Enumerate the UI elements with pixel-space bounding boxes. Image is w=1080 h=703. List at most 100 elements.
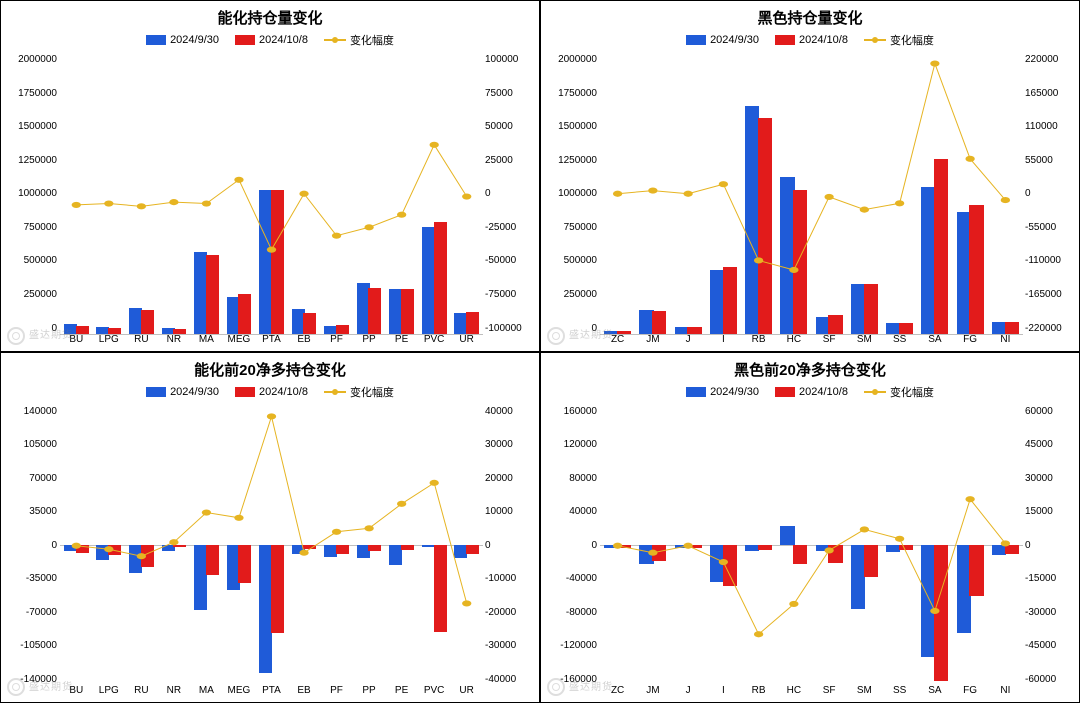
category (353, 54, 386, 334)
y2-tick: 0 (1025, 188, 1071, 199)
y2-tick: -30000 (1025, 607, 1071, 618)
bar (934, 159, 948, 334)
category (158, 406, 191, 686)
y2-tick: -40000 (485, 674, 531, 685)
legend: 2024/9/30 2024/10/8 变化幅度 (9, 32, 531, 48)
y2-tick: -110000 (1025, 255, 1071, 266)
category (450, 406, 483, 686)
category (741, 406, 776, 686)
legend-item-s1: 2024/9/30 (686, 386, 759, 398)
bar (434, 545, 447, 632)
x-label: RB (741, 334, 776, 348)
y2-tick: -15000 (1025, 573, 1071, 584)
y-axis-left: 2000000175000015000001250000100000075000… (549, 54, 599, 348)
y1-tick: 0 (549, 540, 597, 551)
x-label: EB (288, 334, 321, 348)
y1-tick: 1250000 (549, 155, 597, 166)
category (255, 54, 288, 334)
y1-tick: 160000 (549, 406, 597, 417)
bar (652, 545, 666, 561)
category (917, 406, 952, 686)
x-label: PF (320, 685, 353, 699)
category (418, 406, 451, 686)
x-label: BU (60, 334, 93, 348)
x-label: NI (988, 334, 1023, 348)
y1-tick: 1500000 (9, 121, 57, 132)
x-label: PE (385, 334, 418, 348)
legend-label-s2: 2024/10/8 (799, 34, 848, 46)
y1-tick: 40000 (549, 506, 597, 517)
y2-tick: 0 (485, 540, 531, 551)
legend-item-s2: 2024/10/8 (775, 34, 848, 46)
category (776, 406, 811, 686)
x-label: PTA (255, 334, 288, 348)
category (600, 54, 635, 334)
x-label: PVC (418, 334, 451, 348)
y2-tick: -50000 (485, 255, 531, 266)
y-axis-left: 14000010500070000350000-35000-70000-1050… (9, 406, 59, 700)
plot-area: ZCJMJIRBHCSFSMSSSAFGNI (599, 54, 1023, 348)
bar (173, 545, 186, 547)
bar (899, 323, 913, 333)
category (60, 54, 93, 334)
bar (828, 315, 842, 333)
bar (434, 222, 447, 334)
legend-item-s1: 2024/9/30 (146, 34, 219, 46)
bars-layer (60, 406, 483, 686)
y2-tick: -30000 (485, 640, 531, 651)
y-axis-right: 600004500030000150000-15000-30000-45000-… (1023, 406, 1071, 700)
y2-tick: 50000 (485, 121, 531, 132)
y1-tick: 2000000 (9, 54, 57, 65)
swatch-line (864, 35, 886, 45)
swatch-s1 (146, 387, 166, 397)
x-label: FG (953, 685, 988, 699)
x-axis: ZCJMJIRBHCSFSMSSSAFGNI (600, 334, 1023, 348)
legend-item-s1: 2024/9/30 (146, 386, 219, 398)
y2-tick: 55000 (1025, 155, 1071, 166)
bar (206, 255, 219, 333)
bar (401, 289, 414, 334)
y1-tick: -35000 (9, 573, 57, 584)
category (385, 406, 418, 686)
swatch-line (324, 35, 346, 45)
category (190, 406, 223, 686)
x-label: SS (882, 685, 917, 699)
plot-area: BULPGRUNRMAMEGPTAEBPFPPPEPVCUR (59, 406, 483, 700)
y2-tick: -20000 (485, 607, 531, 618)
category (450, 54, 483, 334)
swatch-s1 (686, 35, 706, 45)
category (776, 54, 811, 334)
x-axis: BULPGRUNRMAMEGPTAEBPFPPPEPVCUR (60, 685, 483, 699)
bar (336, 545, 349, 554)
y2-tick: 165000 (1025, 88, 1071, 99)
x-label: SA (917, 334, 952, 348)
x-label: MA (190, 685, 223, 699)
x-label: UR (450, 334, 483, 348)
bar (76, 545, 89, 553)
x-label: PP (353, 685, 386, 699)
y2-tick: 0 (485, 188, 531, 199)
category (670, 406, 705, 686)
swatch-line (864, 387, 886, 397)
y1-tick: 250000 (549, 289, 597, 300)
bar (401, 545, 414, 550)
category (288, 54, 321, 334)
category (190, 54, 223, 334)
category (953, 54, 988, 334)
category (635, 406, 670, 686)
category (93, 54, 126, 334)
category (288, 406, 321, 686)
x-label: EB (288, 685, 321, 699)
y2-tick: 100000 (485, 54, 531, 65)
y1-tick: 1500000 (549, 121, 597, 132)
y-axis-right: 400003000020000100000-10000-20000-30000-… (483, 406, 531, 700)
legend-label-s1: 2024/9/30 (710, 386, 759, 398)
x-axis: BULPGRUNRMAMEGPTAEBPFPPPEPVCUR (60, 334, 483, 348)
y2-tick: 60000 (1025, 406, 1071, 417)
legend-item-line: 变化幅度 (324, 384, 394, 400)
x-label: PTA (255, 685, 288, 699)
x-label: HC (776, 685, 811, 699)
y2-tick: -100000 (485, 323, 531, 334)
category (917, 54, 952, 334)
y1-tick: -120000 (549, 640, 597, 651)
